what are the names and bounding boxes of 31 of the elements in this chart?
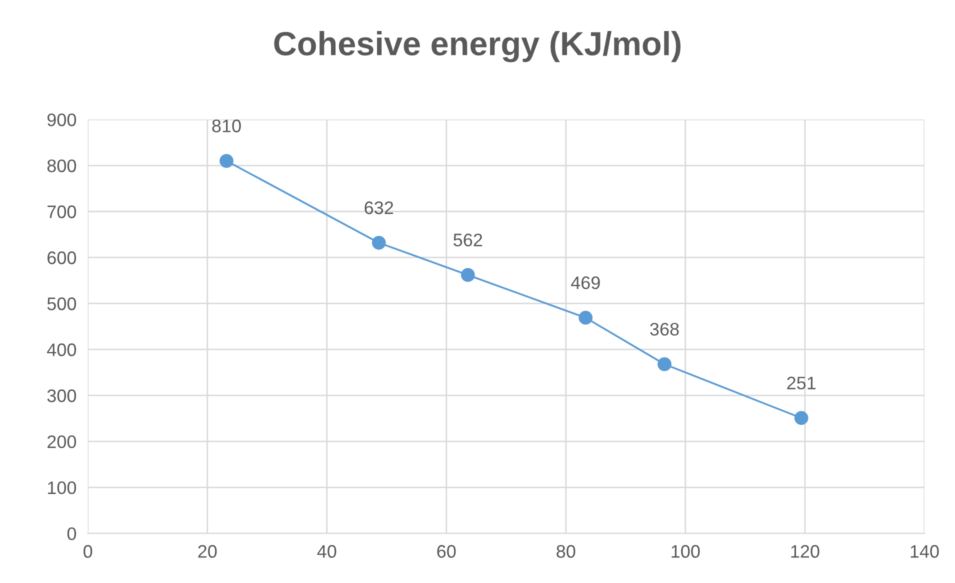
x-tick-label: 60 [437,545,456,558]
y-tick-label: 0 [67,527,76,540]
point [372,236,386,250]
x-tick-label: 140 [910,545,939,558]
x-tick-label: 100 [672,545,700,558]
y-tick-label: 600 [48,251,76,264]
y-tick-label: 300 [47,389,76,402]
data-label: 251 [787,376,816,390]
y-tick-label: 200 [48,435,76,448]
point [220,154,234,168]
data-label: 368 [650,322,679,336]
y-tick-label: 500 [47,297,76,310]
y-tick-label: 900 [47,113,76,126]
y-tick-label: 400 [47,343,76,356]
x-tick-label: 80 [556,545,576,558]
data-label: 562 [454,234,482,246]
y-tick-label: 700 [48,205,76,218]
point [794,411,808,425]
x-tick-label: 0 [84,545,92,558]
data-label: 469 [570,276,600,290]
y-tick-label: 100 [48,481,76,494]
point [578,310,593,325]
data-label: 632 [364,201,394,214]
x-tick-label: 120 [791,545,820,558]
x-tick-label: 40 [317,545,336,558]
y-tick-label: 800 [47,159,76,172]
data-label: 810 [212,120,241,132]
x-tick-label: 20 [198,545,217,558]
point [460,268,475,282]
chart-title: Cohesive energy (KJ/mol) [274,31,681,62]
point [658,357,672,372]
